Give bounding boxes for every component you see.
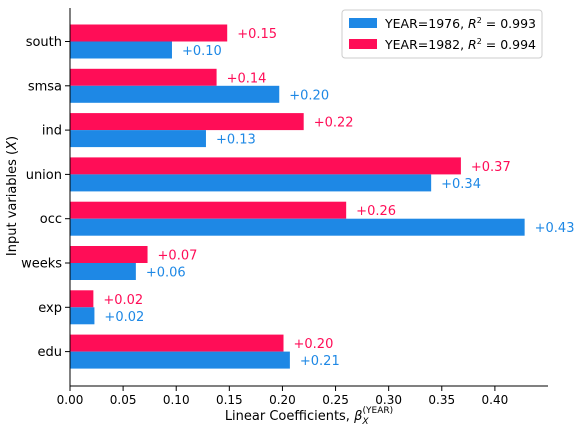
y-tick-label-ind: ind xyxy=(42,124,62,139)
x-tick-label-0.35: 0.35 xyxy=(428,393,455,407)
bar-union-year1976 xyxy=(70,174,432,192)
legend-swatch-1982 xyxy=(349,39,377,49)
bar-occ-year1976 xyxy=(70,218,525,236)
bar-weeks-year1982 xyxy=(70,246,148,263)
data-label-union-year1982: +0.37 xyxy=(471,160,511,175)
x-tick-label-0.10: 0.10 xyxy=(163,393,190,407)
y-tick-label-edu: edu xyxy=(38,345,63,360)
y-tick-label-smsa: smsa xyxy=(28,79,62,94)
data-label-weeks-year1982: +0.07 xyxy=(158,249,198,264)
x-tick-label-0.20: 0.20 xyxy=(269,393,296,407)
bar-south-year1976 xyxy=(70,41,172,59)
data-label-occ-year1982: +0.26 xyxy=(356,204,396,219)
data-label-south-year1976: +0.10 xyxy=(182,44,222,59)
bar-exp-year1976 xyxy=(70,307,95,325)
legend-label-1982: YEAR=1982, R2 = 0.994 xyxy=(384,37,536,52)
y-tick-label-exp: exp xyxy=(38,301,62,316)
x-tick-label-0.00: 0.00 xyxy=(57,393,84,407)
bar-edu-year1982 xyxy=(70,334,284,352)
bar-south-year1982 xyxy=(70,24,228,42)
y-tick-label-weeks: weeks xyxy=(21,257,62,272)
data-label-smsa-year1976: +0.20 xyxy=(289,88,329,103)
data-label-occ-year1976: +0.43 xyxy=(535,221,575,236)
bar-smsa-year1982 xyxy=(70,68,217,86)
bars-group xyxy=(70,24,525,369)
bar-smsa-year1976 xyxy=(70,85,280,103)
x-tick-label-0.25: 0.25 xyxy=(322,393,349,407)
legend-frame xyxy=(341,9,543,59)
data-label-ind-year1982: +0.22 xyxy=(314,116,354,131)
bar-ind-year1976 xyxy=(70,130,206,148)
bar-ind-year1982 xyxy=(70,113,304,131)
x-tick-label-0.40: 0.40 xyxy=(482,393,509,407)
data-label-ind-year1976: +0.13 xyxy=(216,133,256,148)
bar-occ-year1982 xyxy=(70,201,347,219)
data-label-union-year1976: +0.34 xyxy=(441,177,481,192)
data-label-edu-year1976: +0.21 xyxy=(300,354,340,369)
data-label-weeks-year1976: +0.06 xyxy=(146,266,186,281)
y-ticks-group: south smsa ind union occ weeks exp edu xyxy=(21,35,70,360)
y-tick-label-union: union xyxy=(26,168,62,183)
legend-label-1976: YEAR=1976, R2 = 0.993 xyxy=(384,16,536,31)
data-label-exp-year1982: +0.02 xyxy=(103,293,143,308)
data-label-exp-year1976: +0.02 xyxy=(104,310,144,325)
x-tick-label-0.30: 0.30 xyxy=(375,393,402,407)
data-labels-group: +0.15 +0.10 +0.14 +0.20 +0.22 +0.13 +0.37 +0.34… xyxy=(103,27,574,369)
x-tick-label-0.15: 0.15 xyxy=(216,393,243,407)
data-label-south-year1982: +0.15 xyxy=(237,27,277,42)
bar-exp-year1982 xyxy=(70,290,94,308)
data-label-edu-year1982: +0.20 xyxy=(294,337,334,352)
x-axis-title: Linear Coefficients, βX(YEAR) xyxy=(225,406,393,427)
y-axis-title: Input variables (X) xyxy=(5,136,20,256)
legend: YEAR=1976, R2 = 0.993 YEAR=1982, R2 = 0.… xyxy=(341,9,543,59)
x-ticks-group: 0.00 0.05 0.10 0.15 0.20 0.25 0.30 0.35 0.40 xyxy=(57,386,509,407)
data-label-smsa-year1982: +0.14 xyxy=(227,71,267,86)
bar-union-year1982 xyxy=(70,157,461,175)
bar-weeks-year1976 xyxy=(70,263,136,280)
legend-swatch-1976 xyxy=(349,18,377,28)
y-tick-label-occ: occ xyxy=(40,212,62,227)
x-tick-label-0.05: 0.05 xyxy=(110,393,137,407)
y-tick-label-south: south xyxy=(26,35,62,50)
bar-edu-year1976 xyxy=(70,351,290,369)
